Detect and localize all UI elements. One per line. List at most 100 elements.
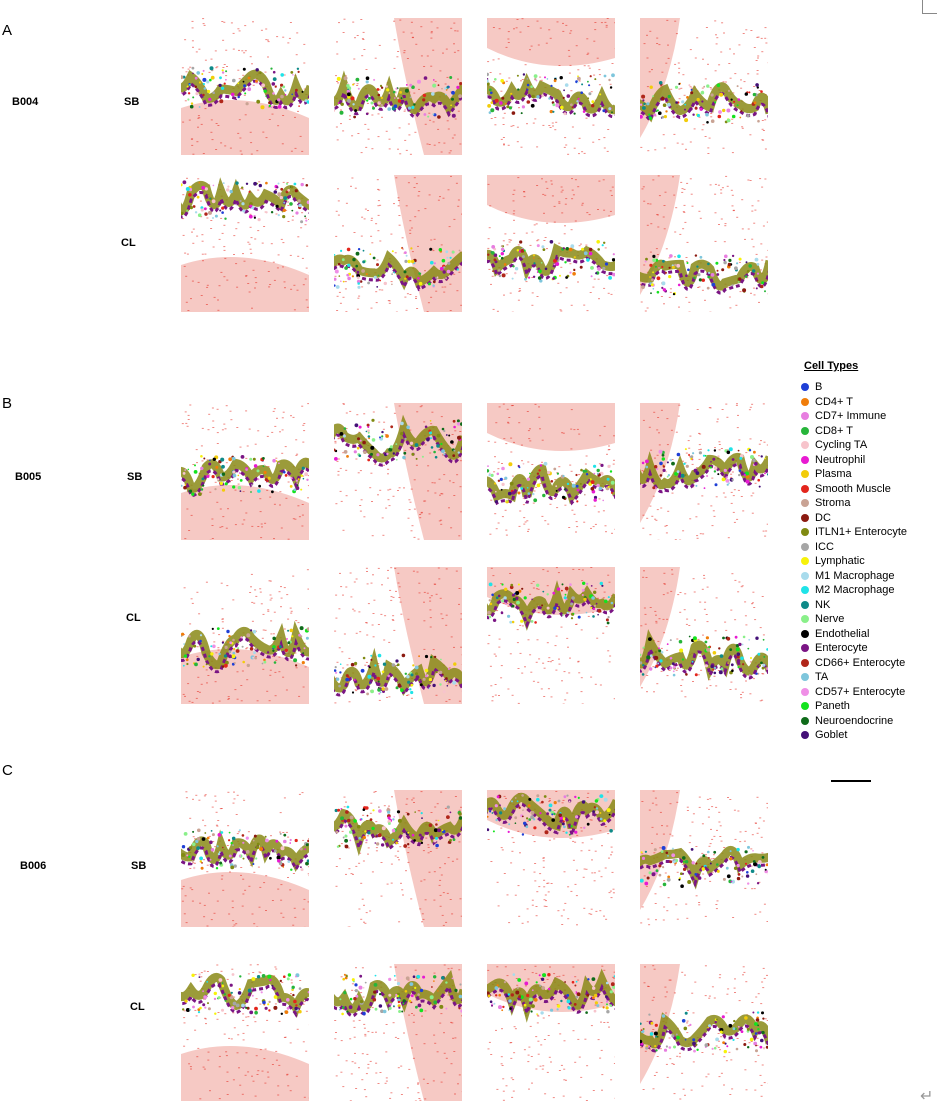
legend-item: NK [801, 598, 830, 612]
tissue-image [181, 175, 309, 312]
legend-label: B [815, 381, 823, 393]
legend-swatch-icon [801, 441, 809, 449]
tissue-image [334, 175, 462, 312]
legend-swatch-icon [801, 542, 809, 551]
tissue-image [487, 567, 615, 704]
legend-label: NK [815, 598, 831, 611]
legend-item: Neuroendocrine [801, 714, 893, 728]
legend-swatch-icon [801, 499, 809, 507]
legend-item: CD4+ T [801, 395, 853, 409]
legend-label: CD7+ Immune [815, 410, 887, 422]
tissue-image [181, 567, 309, 704]
tissue-image [487, 403, 615, 540]
legend-swatch-icon [801, 383, 809, 391]
legend-label: ICC [815, 540, 834, 553]
legend-swatch-icon [801, 600, 809, 609]
legend-item: ITLN1+ Enterocyte [801, 525, 907, 539]
legend-label: Goblet [815, 729, 848, 741]
legend-swatch-icon [801, 702, 809, 710]
tissue-image [487, 964, 615, 1101]
tissue-image [334, 790, 462, 927]
legend-swatch-icon [801, 586, 809, 594]
region-label-sb: SB [124, 96, 140, 108]
tissue-image [181, 790, 309, 927]
legend-item: TA [801, 670, 828, 684]
legend-item: Smooth Muscle [801, 482, 891, 496]
legend-label: Smooth Muscle [815, 482, 891, 495]
paragraph-return-icon: ↵ [920, 1088, 934, 1105]
legend-swatch-icon [801, 658, 809, 667]
legend-swatch-icon [801, 615, 809, 623]
panel-letter-c: C [2, 762, 13, 779]
legend-label: DC [815, 511, 831, 524]
legend-label: Nerve [815, 613, 845, 625]
legend-item: CD7+ Immune [801, 409, 886, 423]
legend-swatch-icon [801, 455, 809, 464]
legend-label: CD66+ Enterocyte [815, 656, 906, 669]
legend-swatch-icon [801, 731, 809, 739]
scale-bar [831, 780, 871, 782]
panel-letter-a: A [2, 22, 13, 39]
legend-item: DC [801, 511, 831, 525]
legend-swatch-icon [801, 571, 809, 580]
legend-label: TA [815, 671, 829, 683]
legend-item: B [801, 380, 822, 394]
legend-swatch-icon [801, 644, 809, 652]
panel-letter-b: B [2, 395, 13, 412]
sample-label-b005: B005 [15, 471, 42, 483]
legend-item: Cycling TA [801, 438, 867, 452]
legend-item: ICC [801, 540, 834, 554]
legend-swatch-icon [801, 716, 809, 725]
tissue-image [640, 175, 768, 312]
legend-swatch-icon [801, 426, 809, 435]
legend-swatch-icon [801, 484, 809, 493]
tissue-image [181, 964, 309, 1101]
legend-swatch-icon [801, 673, 809, 681]
legend-item: Plasma [801, 467, 852, 481]
legend-title: Cell Types [804, 360, 859, 372]
legend-swatch-icon [801, 470, 809, 478]
tissue-image [334, 964, 462, 1101]
legend-swatch-icon [801, 513, 809, 522]
legend-swatch-icon [801, 397, 809, 406]
region-label-sb: SB [131, 860, 147, 872]
legend-label: Stroma [815, 497, 851, 509]
corner-crop-mark [922, 0, 937, 14]
legend-item: Nerve [801, 612, 844, 626]
legend-swatch-icon [801, 528, 809, 536]
legend-swatch-icon [801, 687, 809, 696]
legend-item: Lymphatic [801, 554, 865, 568]
tissue-image [487, 175, 615, 312]
legend-item: CD8+ T [801, 424, 853, 438]
tissue-image [181, 18, 309, 155]
tissue-image [181, 403, 309, 540]
legend-item: Neutrophil [801, 453, 865, 467]
tissue-image [487, 790, 615, 927]
region-label-sb: SB [127, 471, 143, 483]
legend-label: Neuroendocrine [815, 714, 894, 727]
legend-label: ITLN1+ Enterocyte [815, 526, 908, 538]
tissue-image [640, 567, 768, 704]
tissue-image [640, 403, 768, 540]
legend-label: M1 Macrophage [815, 569, 895, 582]
legend-label: CD8+ T [815, 424, 854, 437]
tissue-image [640, 964, 768, 1101]
sample-label-b004: B004 [12, 96, 39, 108]
sample-label-b006: B006 [20, 860, 47, 872]
tissue-image [334, 18, 462, 155]
legend-item: Paneth [801, 699, 850, 713]
legend-item: Stroma [801, 496, 850, 510]
tissue-image [487, 18, 615, 155]
region-label-cl: CL [126, 612, 141, 624]
legend-label: Endothelial [815, 627, 870, 640]
legend-label: CD4+ T [815, 395, 854, 408]
legend-item: M2 Macrophage [801, 583, 895, 597]
legend-label: Neutrophil [815, 453, 866, 466]
tissue-image [640, 790, 768, 927]
legend-label: M2 Macrophage [815, 584, 895, 596]
legend-item: M1 Macrophage [801, 569, 895, 583]
tissue-image [334, 403, 462, 540]
legend-item: CD57+ Enterocyte [801, 685, 905, 699]
region-label-cl: CL [130, 1001, 145, 1013]
tissue-image [640, 18, 768, 155]
